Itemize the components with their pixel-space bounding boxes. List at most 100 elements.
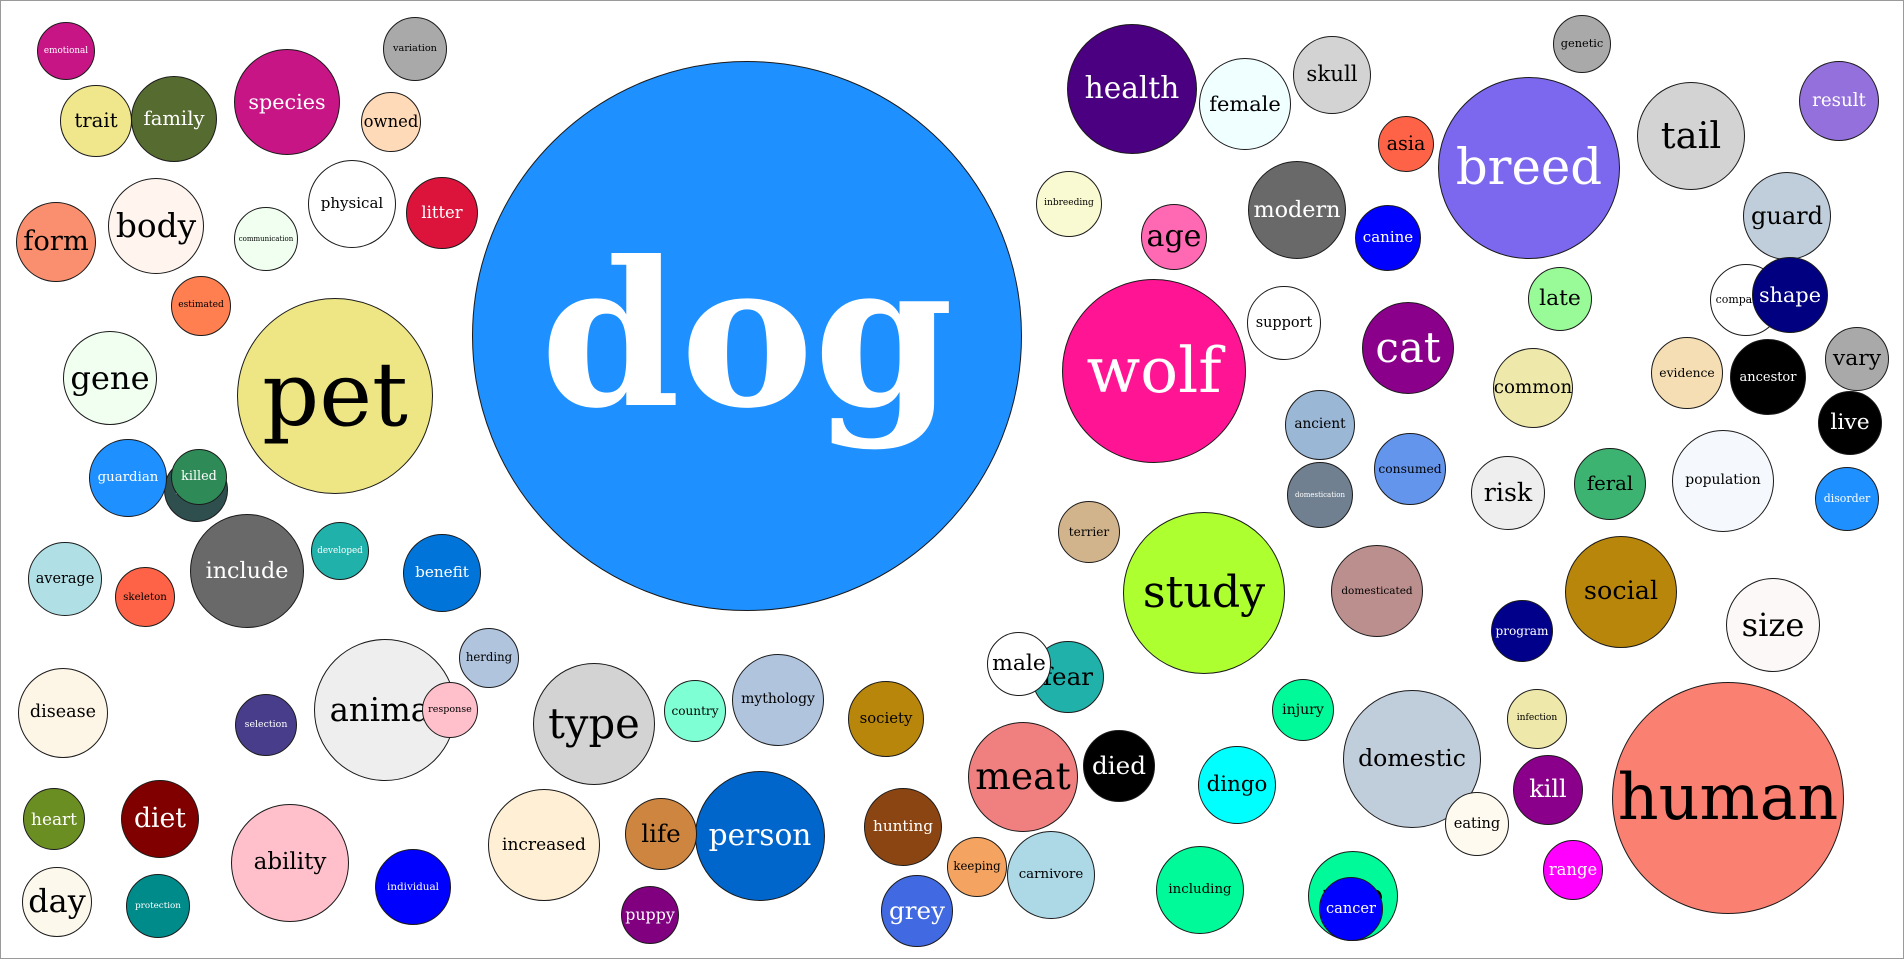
word-label: killed — [181, 468, 217, 484]
word-bubble-dingo: dingo — [1198, 746, 1276, 824]
word-bubble-human: human — [1612, 682, 1844, 914]
word-bubble-breed: breed — [1438, 77, 1620, 259]
word-bubble-common: common — [1493, 348, 1573, 428]
word-label: ancestor — [1739, 369, 1797, 385]
word-label: feral — [1586, 472, 1634, 496]
word-label: population — [1685, 472, 1761, 489]
word-label: pet — [262, 343, 408, 448]
word-label: kill — [1529, 775, 1567, 804]
word-bubble-infection: infection — [1507, 689, 1567, 749]
word-label: program — [1495, 623, 1549, 638]
word-bubble-support: support — [1247, 286, 1321, 360]
word-bubble-developed: developed — [311, 522, 369, 580]
word-label: asia — [1386, 132, 1426, 156]
word-label: herding — [465, 650, 513, 665]
word-label: guardian — [97, 470, 159, 486]
word-label: inbreeding — [1044, 198, 1094, 209]
word-bubble-meat: meat — [968, 722, 1078, 832]
word-label: died — [1092, 750, 1146, 780]
word-bubble-kill: kill — [1513, 755, 1583, 825]
word-label: average — [35, 570, 95, 587]
word-label: late — [1539, 286, 1581, 312]
word-label: guard — [1750, 201, 1824, 230]
word-bubble-ancestor: ancestor — [1730, 339, 1806, 415]
word-label: common — [1493, 376, 1573, 398]
word-label: vary — [1832, 346, 1882, 372]
word-bubble-benefit: benefit — [403, 534, 481, 612]
word-label: carnivore — [1018, 867, 1084, 883]
word-label: result — [1812, 89, 1866, 111]
word-label: tail — [1660, 113, 1722, 157]
word-label: day — [28, 882, 86, 921]
word-bubble-male: male — [987, 632, 1051, 696]
word-bubble-range: range — [1543, 840, 1603, 900]
word-label: evidence — [1659, 365, 1715, 380]
word-bubble-died: died — [1083, 730, 1155, 802]
word-label: support — [1255, 314, 1313, 331]
word-bubble-society: society — [848, 681, 924, 757]
word-label: consumed — [1378, 461, 1442, 476]
word-label: ability — [253, 849, 327, 876]
word-label: terrier — [1068, 524, 1110, 539]
word-label: wolf — [1086, 333, 1222, 407]
word-bubble-ancient: ancient — [1285, 390, 1355, 460]
word-bubble-diet: diet — [121, 780, 199, 858]
word-label: canine — [1362, 228, 1414, 247]
word-label: physical — [320, 194, 384, 213]
word-label: keeping — [953, 859, 1001, 874]
word-label: dog — [540, 218, 954, 453]
word-label: owned — [363, 111, 419, 131]
word-label: protection — [135, 900, 181, 911]
word-label: body — [115, 206, 197, 245]
word-bubble-injury: injury — [1272, 679, 1334, 741]
word-bubble-dog: dog — [472, 61, 1022, 611]
word-bubble-domesticated: domesticated — [1331, 545, 1423, 637]
word-label: species — [248, 89, 326, 114]
word-bubble-include: include — [190, 514, 304, 628]
word-label: range — [1548, 859, 1598, 879]
word-bubble-age: age — [1141, 204, 1207, 270]
word-bubble-ability: ability — [231, 804, 349, 922]
word-label: trait — [74, 109, 118, 133]
word-label: heart — [31, 808, 77, 829]
word-label: animal — [329, 690, 441, 729]
word-bubble-emotional: emotional — [37, 22, 95, 80]
word-bubble-program: program — [1491, 600, 1553, 662]
word-bubble-guardian: guardian — [89, 439, 167, 517]
word-label: family — [143, 107, 205, 131]
word-bubble-guard: guard — [1743, 172, 1831, 260]
word-bubble-inbreeding: inbreeding — [1036, 171, 1102, 237]
word-label: litter — [421, 202, 463, 222]
word-bubble-life: life — [625, 798, 697, 870]
word-bubble-wolf: wolf — [1062, 279, 1246, 463]
word-label: puppy — [625, 905, 675, 925]
word-label: skull — [1306, 62, 1358, 88]
word-bubble-terrier: terrier — [1058, 501, 1120, 563]
word-label: communication — [238, 234, 294, 243]
word-label: shape — [1759, 282, 1821, 307]
word-label: genetic — [1560, 36, 1604, 51]
word-bubble-response: response — [422, 682, 478, 738]
word-label: eating — [1453, 814, 1501, 832]
word-bubble-cancer: cancer — [1319, 877, 1383, 941]
word-label: include — [205, 557, 289, 584]
word-bubble-mythology: mythology — [732, 654, 824, 746]
word-bubble-size: size — [1726, 578, 1820, 672]
word-bubble-protection: protection — [126, 874, 190, 938]
word-label: mythology — [741, 691, 815, 708]
word-bubble-tail: tail — [1637, 82, 1745, 190]
word-label: disease — [29, 702, 97, 723]
word-bubble-pet: pet — [237, 298, 433, 494]
word-label: fear — [1042, 661, 1094, 691]
word-bubble-day: day — [22, 867, 92, 937]
word-bubble-population: population — [1672, 430, 1774, 532]
word-bubble-trait: trait — [60, 85, 132, 157]
word-label: cat — [1375, 323, 1441, 373]
word-label: increased — [502, 834, 586, 855]
word-bubble-gene: gene — [63, 331, 157, 425]
word-bubble-variation: variation — [383, 17, 447, 81]
word-bubble-female: female — [1199, 58, 1291, 150]
word-label: domesticated — [1341, 584, 1413, 597]
word-label: ancient — [1294, 416, 1346, 433]
